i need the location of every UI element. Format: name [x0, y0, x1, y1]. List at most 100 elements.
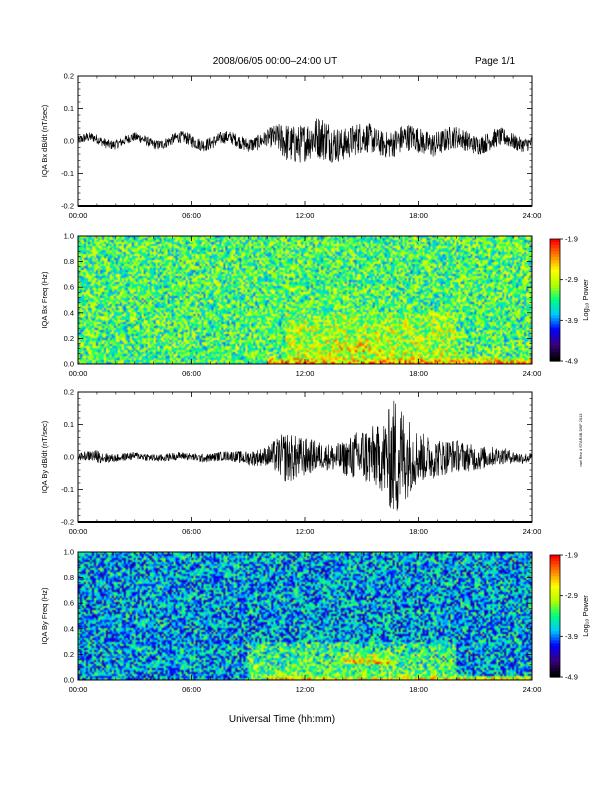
colorbar-segment: [550, 628, 560, 632]
colorbar-segment: [550, 245, 560, 249]
colorbar-segment: [550, 597, 560, 602]
colorbar-tick-label: -3.9: [565, 316, 578, 325]
colorbar-tick-label: -1.9: [565, 235, 578, 244]
colorbar-segment: [550, 622, 560, 626]
colorbar-segment: [550, 300, 560, 304]
colorbar-tick-label: -4.9: [565, 357, 578, 366]
colorbar-segment: [550, 570, 560, 574]
panel-1: 00:00 06:00 12:00 18:00 24:00 -0.2 -0.1 0.0 0.1 0…: [40, 72, 541, 221]
y-axis-label: IQA By Freq (Hz): [40, 587, 49, 645]
colorbar-segment: [550, 655, 560, 660]
colorbar-segment: [550, 284, 560, 289]
y-axis-label: IQA Bx dB/dt (nT/sec): [40, 104, 49, 177]
page-indicator: Page 1/1: [475, 56, 515, 67]
series-trace-1: [77, 118, 533, 164]
y-tick-label: 0.2: [64, 650, 74, 659]
y-tick-label: -0.1: [61, 485, 74, 494]
x-tick-label: 00:00: [69, 685, 88, 694]
colorbar-segment: [550, 616, 560, 620]
side-note: nwl Rev 4 STAR4B DBF 2013: [578, 413, 583, 467]
colorbar-segment: [550, 254, 560, 258]
colorbar-segment: [550, 573, 560, 577]
x-tick-label: 12:00: [296, 527, 315, 536]
panels: 00:00 06:00 12:00 18:00 24:00 -0.2 -0.1 0.0 0.1 0…: [40, 72, 590, 695]
colorbar-segment: [550, 260, 560, 264]
colorbar-segment: [550, 567, 560, 571]
x-axis-label: Universal Time (hh:mm): [229, 714, 335, 725]
colorbar-segment: [550, 643, 560, 648]
colorbar-segment: [550, 309, 560, 313]
colorbar-tick-label: -3.9: [565, 632, 578, 641]
colorbar-segment: [550, 667, 560, 672]
series-trace-3: [77, 400, 533, 511]
panel-4: -1.9 -2.9 -3.9 -4.9 Log₁₀ Power 00:00 06:00 12:…: [40, 548, 590, 695]
y-tick-label: 0.6: [64, 599, 74, 608]
colorbar-segment: [550, 269, 560, 274]
colorbar-segment: [550, 357, 560, 362]
colorbar-segment: [550, 579, 560, 584]
colorbar-segment: [550, 318, 560, 322]
panel-3: 00:00 06:00 12:00 18:00 24:00 -0.2 -0.1 0.0 0.1 0…: [40, 388, 541, 537]
y-tick-label: 0.0: [64, 137, 74, 146]
colorbar-segment: [550, 290, 560, 295]
y-tick-label: 0.2: [64, 72, 74, 81]
y-tick-label: -0.1: [61, 169, 74, 178]
colorbar-segment: [550, 351, 560, 356]
colorbar-segment: [550, 585, 560, 590]
spectrogram-2: [78, 236, 532, 364]
colorbar-segment: [550, 242, 560, 246]
x-tick-label: 00:00: [69, 527, 88, 536]
colorbar-segment: [550, 637, 560, 641]
colorbar-segment: [550, 312, 560, 316]
x-tick-label: 24:00: [523, 685, 542, 694]
y-tick-label: -0.2: [61, 202, 74, 211]
y-tick-label: 0.0: [64, 360, 74, 369]
colorbar-segment: [550, 263, 560, 268]
colorbar-segment: [550, 603, 560, 608]
figure-title: 2008/06/05 00:00–24:00 UT: [213, 56, 338, 67]
colorbar-segment: [550, 612, 560, 617]
x-tick-label: 06:00: [182, 527, 201, 536]
colorbar-segment: [550, 354, 560, 359]
x-tick-label: 24:00: [523, 369, 542, 378]
colorbar-segment: [550, 257, 560, 261]
colorbar-segment: [550, 664, 560, 669]
x-tick-label: 12:00: [296, 369, 315, 378]
colorbar-segment: [550, 345, 560, 350]
colorbar-frame: [549, 554, 561, 678]
colorbar-segment: [550, 582, 560, 587]
x-tick-label: 18:00: [409, 369, 428, 378]
x-tick-label: 06:00: [182, 369, 201, 378]
colorbar-segment: [550, 558, 560, 562]
colorbar-segment: [550, 287, 560, 292]
colorbar-segment: [550, 281, 560, 286]
colorbar-segment: [550, 330, 560, 335]
y-tick-label: 0.0: [64, 676, 74, 685]
colorbar-segment: [550, 673, 560, 678]
colorbar-segment: [550, 324, 560, 329]
x-tick-label: 18:00: [409, 211, 428, 220]
colorbar-segment: [550, 348, 560, 353]
colorbar-segment: [550, 576, 560, 580]
y-tick-label: 1.0: [64, 548, 74, 557]
colorbar-segment: [550, 625, 560, 629]
colorbar-segment: [550, 609, 560, 614]
colorbar-segment: [550, 670, 560, 675]
colorbar-segment: [550, 333, 560, 338]
colorbar-segment: [550, 303, 560, 307]
y-tick-label: 0.8: [64, 257, 74, 266]
colorbar-frame: [549, 238, 561, 362]
colorbar-segment: [550, 658, 560, 663]
colorbar-segment: [550, 336, 560, 341]
colorbar-segment: [550, 631, 560, 635]
colorbar-segment: [550, 555, 560, 559]
spectrogram-4: [78, 552, 532, 680]
x-tick-label: 18:00: [409, 527, 428, 536]
y-tick-label: 0.4: [64, 624, 74, 633]
y-tick-label: 0.1: [64, 104, 74, 113]
y-tick-label: -0.2: [61, 518, 74, 527]
y-axis-label: IQA By dB/dt (nT/sec): [40, 420, 49, 493]
y-tick-label: 0.2: [64, 334, 74, 343]
colorbar-segment: [550, 251, 560, 255]
